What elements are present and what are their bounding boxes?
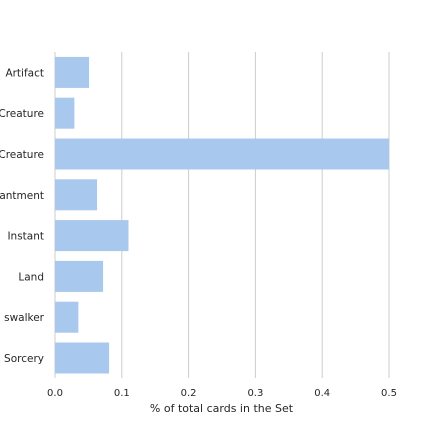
category-labels: Artifact Creature Creature antment Instant La… — [0, 67, 45, 365]
category-label: Sorcery — [4, 353, 44, 365]
x-tick-labels: 0.0 0.1 0.2 0.3 0.4 0.5 — [47, 388, 397, 399]
category-label: antment — [0, 190, 44, 202]
x-tick-label: 0.2 — [181, 388, 197, 399]
bar-creature — [55, 138, 389, 170]
bar-sorcery — [55, 342, 110, 374]
x-tick-label: 0.4 — [314, 388, 330, 399]
bar-enchantment — [55, 179, 98, 211]
x-tick-label: 0.5 — [381, 388, 397, 399]
category-label: Land — [18, 271, 44, 283]
bar-planeswalker — [55, 301, 79, 333]
category-label: Instant — [7, 231, 44, 243]
category-label: Creature — [0, 108, 44, 120]
category-label: Creature — [0, 149, 44, 161]
bar-artifact — [55, 56, 90, 88]
x-tick-label: 0.1 — [114, 388, 130, 399]
bars — [55, 56, 389, 374]
grid-lines — [54, 52, 390, 378]
x-tick-label: 0.3 — [247, 388, 263, 399]
bar-land — [55, 260, 104, 292]
category-label: swalker — [4, 312, 45, 324]
x-axis-label: % of total cards in the Set — [150, 402, 294, 415]
x-tick-label: 0.0 — [47, 388, 63, 399]
category-label: Artifact — [5, 67, 44, 79]
bar-instant — [55, 220, 129, 252]
bar-artifact-creature — [55, 97, 75, 129]
